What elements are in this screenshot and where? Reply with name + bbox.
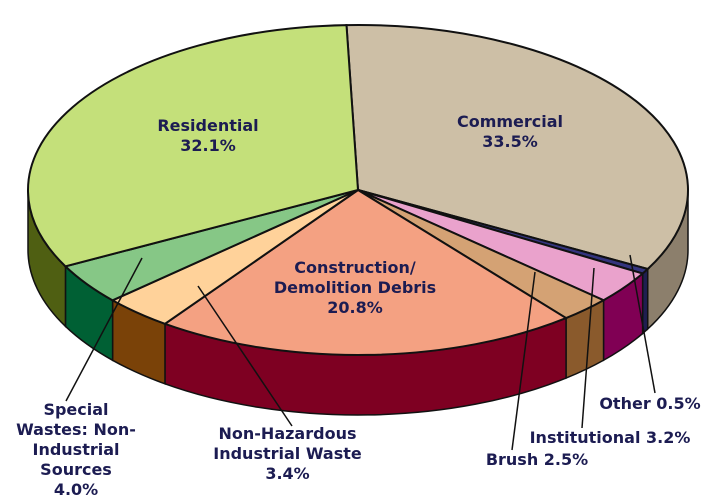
value-label: 4.0% — [53, 480, 99, 499]
value-label: 2.5% — [543, 450, 589, 469]
leader-line — [629, 254, 656, 394]
value-label: 3.4% — [265, 464, 310, 483]
value-label: 0.5% — [656, 394, 701, 413]
slice-label: Non-Hazardous Industrial Waste 3.4% — [200, 424, 375, 484]
category-name: Brush — [485, 450, 539, 469]
category-name: Special Wastes: Non-Industrial Sources — [16, 400, 136, 479]
slice-label: Commercial 33.5% — [420, 112, 600, 152]
leader-line — [511, 271, 536, 451]
value-label: 32.1% — [180, 136, 236, 155]
leader-line — [65, 257, 143, 402]
slice — [27, 24, 360, 268]
category-name: Construction/ Demolition Debris — [273, 258, 437, 297]
category-name: Non-Hazardous Industrial Waste — [213, 424, 362, 463]
slice-label: Brush 2.5% — [482, 450, 592, 470]
slice-label: Residential 32.1% — [128, 116, 288, 156]
slice — [162, 188, 569, 356]
slice-label: Institutional 3.2% — [510, 428, 710, 448]
slice-label: Special Wastes: Non-Industrial Sources 4.… — [6, 400, 146, 499]
slice — [345, 24, 689, 271]
value-label: 33.5% — [482, 132, 538, 151]
category-name: Institutional — [529, 428, 641, 447]
value-label: 20.8% — [327, 298, 383, 317]
category-name: Other — [599, 394, 651, 413]
slice-label: Construction/ Demolition Debris 20.8% — [260, 258, 450, 318]
slice-label: Other 0.5% — [585, 394, 713, 414]
leader-line — [581, 267, 595, 429]
leader-line — [197, 285, 293, 427]
category-name: Residential — [157, 116, 259, 135]
slice-side — [641, 267, 649, 336]
category-name: Commercial — [456, 112, 564, 131]
value-label: 3.2% — [646, 428, 691, 447]
